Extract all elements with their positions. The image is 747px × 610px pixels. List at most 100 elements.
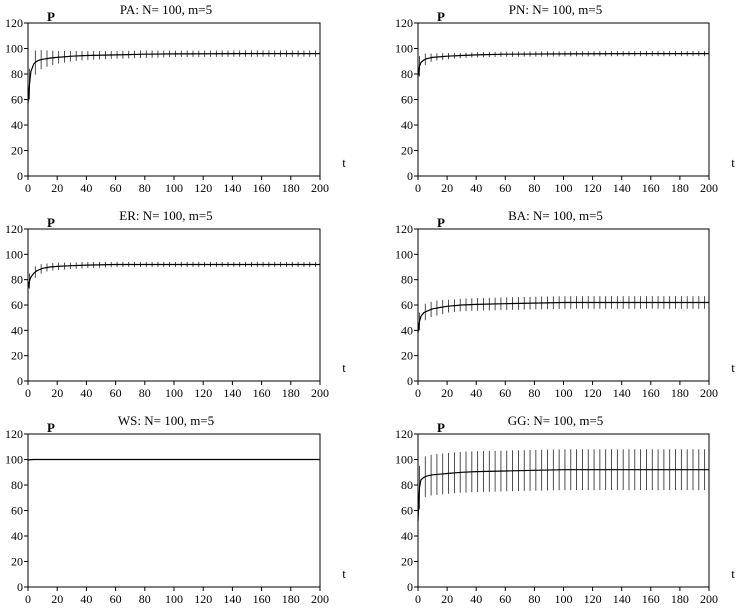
y-tick-label: 80 — [11, 273, 23, 287]
y-tick-label: 120 — [395, 427, 413, 441]
x-tick-label: 80 — [139, 386, 151, 400]
plot-frame — [27, 22, 321, 177]
series-line — [27, 458, 320, 461]
x-tick-label: 80 — [139, 181, 151, 195]
x-tick-label: 140 — [613, 592, 631, 606]
y-tick-label: 100 — [5, 42, 23, 56]
x-tick-label: 120 — [194, 181, 212, 195]
x-tick-label: 100 — [555, 592, 573, 606]
y-tick-label: 80 — [401, 67, 413, 81]
y-tick-label: 20 — [401, 555, 413, 569]
x-tick-label: 200 — [700, 181, 718, 195]
y-tick-label: 120 — [395, 222, 413, 236]
y-tick-label: 80 — [11, 478, 23, 492]
x-tick-label: 60 — [110, 181, 122, 195]
y-tick-label: 0 — [407, 169, 413, 183]
series-line — [27, 263, 320, 289]
y-tick-label: 40 — [11, 323, 23, 337]
y-tick-label: 40 — [401, 323, 413, 337]
y-tick-label: 80 — [401, 273, 413, 287]
x-tick-label: 200 — [311, 386, 329, 400]
x-tick-label: 160 — [642, 386, 660, 400]
plot-frame — [27, 433, 321, 588]
x-tick-label: 20 — [51, 386, 63, 400]
y-tick-label: 100 — [5, 453, 23, 467]
x-tick-label: 100 — [555, 181, 573, 195]
x-tick-label: 20 — [441, 386, 453, 400]
x-tick-label: 120 — [584, 592, 602, 606]
x-axis-label: t — [342, 360, 346, 375]
y-tick-label: 0 — [17, 580, 23, 594]
y-tick-label: 0 — [17, 374, 23, 388]
y-tick-label: 120 — [5, 222, 23, 236]
chart-panel-3: ER: N= 100, m=5 Pt 0 20 40 60 80 100 120 0 20 40 60 8… — [5, 208, 346, 400]
y-tick-label: 60 — [401, 298, 413, 312]
x-tick-label: 20 — [441, 181, 453, 195]
y-tick-label: 60 — [11, 93, 23, 107]
series-1 — [27, 261, 320, 289]
series-line — [417, 301, 709, 333]
x-axis-label: t — [342, 566, 346, 581]
x-tick-label: 180 — [282, 181, 300, 195]
chart-title: PA: N= 100, m=5 — [120, 2, 212, 17]
x-tick-label: 40 — [80, 181, 92, 195]
x-tick-label: 140 — [223, 181, 241, 195]
chart-title: GG: N= 100, m=5 — [508, 413, 604, 428]
x-tick-label: 200 — [700, 592, 718, 606]
chart-panel-5: WS: N= 100, m=5 Pt 0 20 40 60 80 100 120 0 20 40 60 8… — [5, 413, 346, 606]
x-tick-label: 100 — [165, 386, 183, 400]
y-tick-label: 100 — [395, 453, 413, 467]
x-tick-label: 40 — [80, 386, 92, 400]
chart-title: WS: N= 100, m=5 — [118, 413, 214, 428]
x-tick-label: 0 — [415, 592, 421, 606]
x-tick-label: 140 — [613, 181, 631, 195]
x-tick-label: 40 — [470, 181, 482, 195]
y-tick-label: 20 — [11, 555, 23, 569]
series-line — [417, 52, 709, 77]
y-tick-label: 40 — [11, 529, 23, 543]
x-tick-label: 60 — [110, 592, 122, 606]
y-tick-label: 0 — [407, 374, 413, 388]
chart-panel-2: PN: N= 100, m=5 Pt 0 20 40 60 80 100 120 0 20 40 60 8… — [395, 2, 735, 195]
y-tick-label: 60 — [401, 93, 413, 107]
x-tick-label: 160 — [253, 386, 271, 400]
x-axis-label: t — [731, 360, 735, 375]
y-axis-label: P — [47, 215, 55, 230]
x-tick-label: 0 — [415, 386, 421, 400]
y-tick-label: 20 — [401, 144, 413, 158]
x-tick-label: 180 — [282, 592, 300, 606]
x-tick-label: 100 — [165, 592, 183, 606]
series-line — [27, 52, 320, 104]
x-tick-label: 120 — [584, 386, 602, 400]
x-tick-label: 0 — [415, 181, 421, 195]
x-tick-label: 100 — [165, 181, 183, 195]
x-tick-label: 180 — [282, 386, 300, 400]
x-tick-label: 140 — [223, 386, 241, 400]
x-tick-label: 120 — [194, 386, 212, 400]
chart-title: ER: N= 100, m=5 — [119, 208, 212, 223]
x-tick-label: 60 — [499, 181, 511, 195]
x-tick-label: 20 — [51, 181, 63, 195]
x-tick-label: 0 — [25, 181, 31, 195]
y-axis-label: P — [437, 215, 445, 230]
series-1 — [417, 51, 709, 77]
series-1 — [27, 458, 320, 461]
x-axis-label: t — [731, 155, 735, 170]
y-tick-label: 60 — [401, 504, 413, 518]
x-tick-label: 60 — [499, 386, 511, 400]
x-tick-label: 140 — [223, 592, 241, 606]
x-tick-label: 100 — [555, 386, 573, 400]
x-tick-label: 80 — [528, 181, 540, 195]
series-1 — [417, 449, 709, 521]
x-tick-label: 60 — [499, 592, 511, 606]
y-tick-label: 40 — [11, 118, 23, 132]
x-tick-label: 60 — [110, 386, 122, 400]
x-tick-label: 140 — [613, 386, 631, 400]
x-axis-label: t — [731, 566, 735, 581]
y-tick-label: 20 — [11, 349, 23, 363]
x-tick-label: 160 — [642, 592, 660, 606]
plot-frame — [27, 228, 321, 382]
y-tick-label: 40 — [401, 529, 413, 543]
chart-panel-1: PA: N= 100, m=5 Pt 0 20 40 60 80 100 120 0 20 40 60 8… — [5, 2, 346, 195]
y-tick-label: 80 — [11, 67, 23, 81]
